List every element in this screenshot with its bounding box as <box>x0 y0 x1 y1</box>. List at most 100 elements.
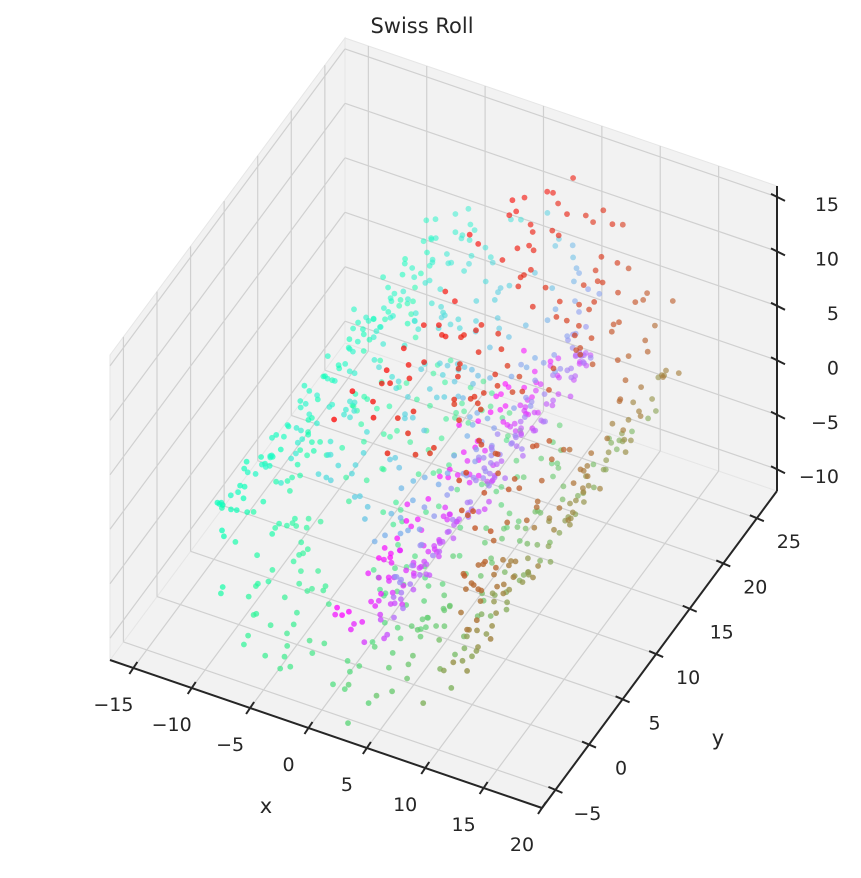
scatter-point <box>221 533 227 540</box>
scatter-point <box>362 516 368 522</box>
scatter-point <box>464 668 470 674</box>
scatter-point <box>425 548 432 555</box>
scatter-point <box>214 499 221 506</box>
scatter-point <box>451 401 458 408</box>
scatter-point <box>244 509 251 515</box>
scatter-point <box>619 221 626 228</box>
scatter-point <box>344 658 351 664</box>
scatter-point <box>525 555 531 562</box>
scatter-point <box>600 207 607 214</box>
scatter-point <box>420 238 427 245</box>
scatter-point <box>616 398 623 405</box>
scatter-point <box>461 332 467 338</box>
scatter-point <box>269 531 276 537</box>
scatter-point <box>414 396 420 403</box>
scatter-point <box>496 325 503 332</box>
scatter-point <box>544 188 551 195</box>
scatter-point <box>570 254 576 261</box>
scatter-point <box>559 496 566 503</box>
scatter-point <box>418 270 424 277</box>
scatter-point <box>621 436 628 443</box>
scatter-point <box>491 425 497 431</box>
scatter-point <box>498 484 505 490</box>
scatter-point <box>652 322 658 329</box>
z-tick-mark <box>770 465 786 475</box>
z-tick-label: 10 <box>815 248 839 270</box>
scatter-point <box>569 509 576 516</box>
scatter-point <box>380 509 387 516</box>
scatter-point <box>376 364 382 371</box>
scatter-point <box>421 474 428 481</box>
scatter-point <box>269 567 276 573</box>
scatter-point <box>478 322 485 328</box>
scatter-point <box>423 571 430 578</box>
scatter-point <box>315 568 321 574</box>
scatter-point <box>549 285 556 291</box>
scatter-point <box>487 254 494 261</box>
scatter-point <box>506 562 512 569</box>
scatter-point <box>389 373 395 380</box>
scatter-point <box>366 336 373 343</box>
scatter-point <box>494 451 501 458</box>
scatter-point <box>506 586 513 593</box>
y-tick-mark <box>615 695 630 704</box>
scatter-point <box>531 368 538 375</box>
scatter-point <box>493 393 500 400</box>
scatter-point <box>531 524 538 531</box>
scatter-point <box>467 395 474 402</box>
scatter-point <box>482 447 488 454</box>
scatter-point <box>498 346 505 353</box>
scatter-point <box>412 451 419 458</box>
z-tick-label: 15 <box>815 194 839 216</box>
scatter-point <box>387 295 394 301</box>
scatter-point <box>525 571 532 578</box>
scatter-point <box>587 354 594 361</box>
scatter-point <box>640 297 647 303</box>
scatter-point <box>351 621 357 627</box>
z-tick-mark <box>770 192 786 202</box>
scatter-point <box>393 499 399 506</box>
scatter-point <box>298 568 304 574</box>
y-axis-line <box>541 490 778 809</box>
grid-line-z-back <box>344 211 778 361</box>
scatter-point <box>588 335 595 341</box>
scatter-point <box>516 485 523 492</box>
scatter-point <box>603 457 610 464</box>
scatter-point <box>350 348 356 355</box>
scatter-point <box>461 364 468 370</box>
scatter-point <box>550 397 556 404</box>
scatter-point <box>463 469 470 476</box>
scatter-point <box>456 417 462 424</box>
scatter-point <box>504 362 511 369</box>
scatter-point <box>387 554 394 561</box>
scatter-point <box>394 535 401 542</box>
scatter-point <box>436 468 443 475</box>
scatter-point <box>543 401 550 407</box>
scatter-point <box>241 465 248 472</box>
scatter-point <box>425 583 432 589</box>
scatter-point <box>409 265 416 271</box>
scatter-point <box>544 317 551 324</box>
scatter-point <box>531 409 538 416</box>
y-tick-label: 10 <box>676 667 700 689</box>
scatter-point <box>365 700 372 706</box>
scatter-point <box>487 344 493 351</box>
scatter-point <box>489 446 495 453</box>
scatter-point <box>290 621 297 628</box>
scatter-point <box>487 403 494 410</box>
scatter-point <box>534 498 541 505</box>
scatter-point <box>381 556 387 563</box>
scatter-point <box>470 474 477 481</box>
x-tick-mark <box>362 741 372 755</box>
scatter-point <box>297 404 304 411</box>
scatter-point <box>537 509 544 516</box>
scatter-point <box>509 389 516 395</box>
grid-line-z-back <box>344 266 778 416</box>
scatter-point <box>493 461 500 468</box>
scatter-point <box>317 518 324 525</box>
scatter-point <box>455 393 462 400</box>
scatter-point <box>564 367 571 374</box>
scatter-point <box>400 605 406 612</box>
scatter-point <box>475 586 482 593</box>
